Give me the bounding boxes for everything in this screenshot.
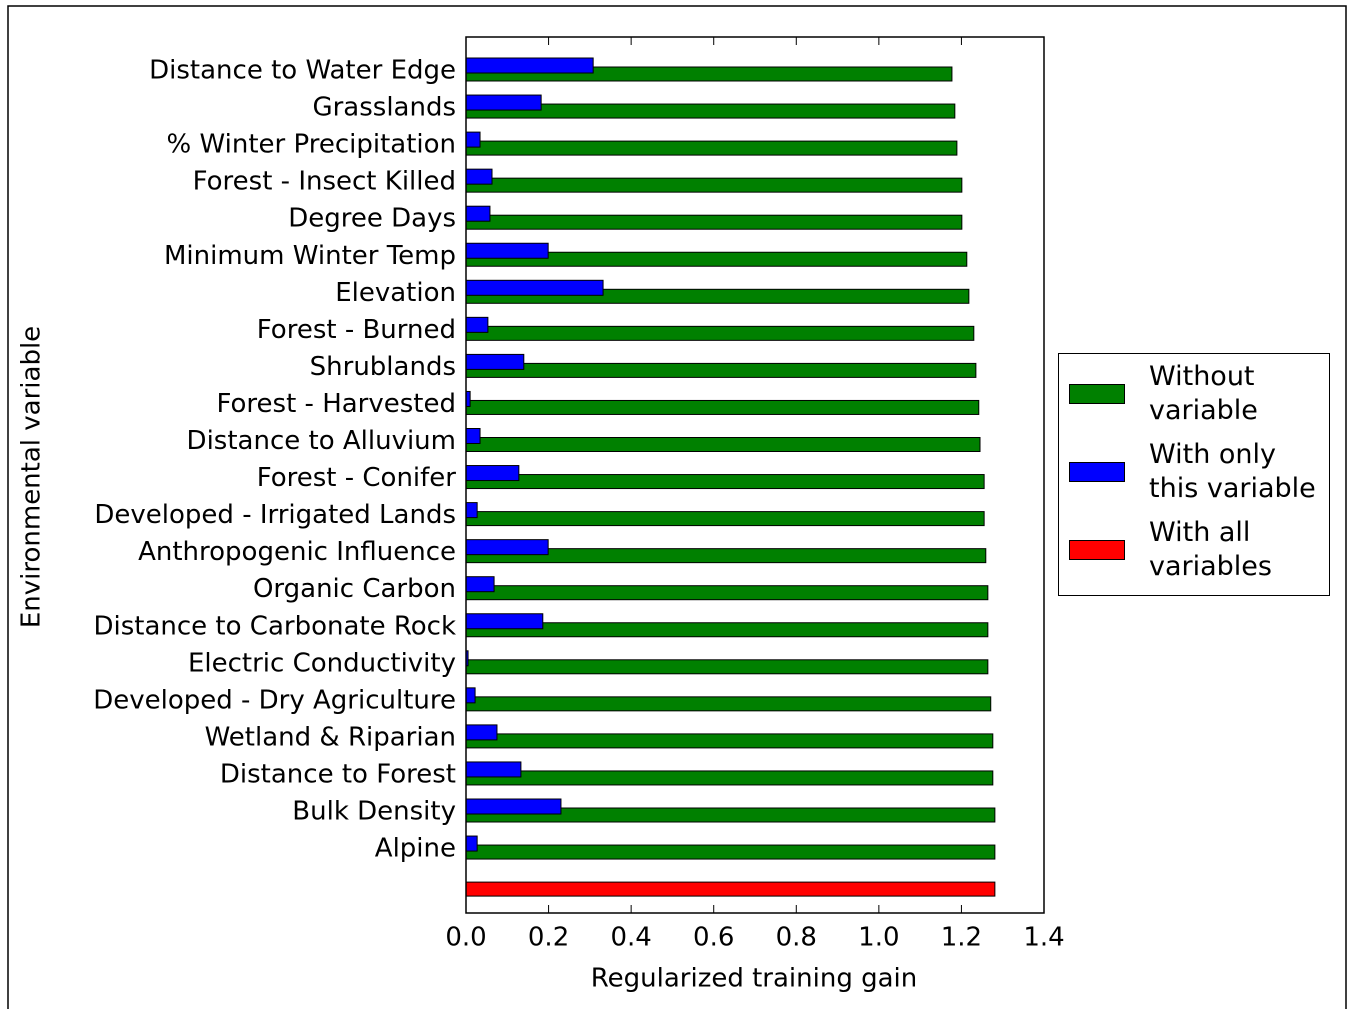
bar [465,687,476,704]
bar [465,733,994,749]
bar [465,353,525,370]
bar [465,177,963,193]
legend-swatch [1069,462,1125,482]
bar [465,57,594,74]
x-tick-label: 0.2 [528,923,569,953]
y-tick-label: Alpine [375,834,456,864]
y-tick-label: Distance to Carbonate Rock [93,611,456,641]
y-tick-label: Electric Conductivity [188,648,456,678]
y-tick-label: Wetland & Riparian [205,722,456,752]
bar [465,798,562,815]
bar [465,835,478,852]
bar [465,399,980,415]
y-axis-label: Environmental variable [17,326,47,628]
x-tick-label: 0.4 [610,923,651,953]
bar [465,622,989,638]
y-tick-label: Bulk Density [292,797,456,827]
bar [465,437,981,452]
y-tick-label: Developed - Dry Agriculture [93,685,456,715]
y-tick-label: Distance to Water Edge [149,56,456,86]
legend: Without variable With only this variable W… [1058,353,1330,596]
y-tick-label: Distance to Alluvium [187,426,456,456]
legend-swatch [1069,384,1125,404]
bar [465,696,992,712]
y-tick-label: Distance to Forest [220,759,456,789]
bar [465,465,520,482]
bar [465,205,491,222]
bar [465,881,996,897]
y-tick-label: Forest - Harvested [217,389,457,419]
plot-frame [465,36,1045,914]
bar [465,214,963,230]
y-tick-label: Elevation [335,278,456,308]
bar [465,539,549,556]
bar [465,131,481,148]
x-tick-label: 0.0 [445,923,486,953]
y-tick-label: Forest - Burned [257,315,456,345]
y-tick-label: Grasslands [312,93,456,123]
x-tick-label: 1.0 [858,923,899,953]
bar [465,502,478,519]
bar [465,242,549,259]
x-tick-label: 0.6 [693,923,734,953]
legend-item: With only this variable [1069,438,1329,506]
bar [465,613,544,630]
bar [465,761,522,778]
legend-label: With only this variable [1149,439,1316,504]
legend-label: Without variable [1149,361,1258,426]
bar [465,474,985,490]
bar [465,168,493,185]
x-tick-label: 0.8 [776,923,817,953]
bar [465,316,489,333]
legend-swatch [1069,540,1125,560]
bar [465,770,994,786]
x-tick-label: 1.2 [941,923,982,953]
legend-item: With all variables [1069,516,1329,584]
bar [465,511,985,527]
y-tick-label: Anthropogenic Influence [138,537,456,567]
bar [465,576,495,593]
x-axis-label: Regularized training gain [591,964,918,994]
bar [465,659,989,675]
bar [465,279,604,296]
bar [465,428,481,444]
frame [7,5,1347,1009]
legend-item: Without variable [1069,360,1329,428]
y-tick-label: Forest - Conifer [257,463,457,493]
bar [465,844,996,860]
bar [465,362,977,378]
bar [465,724,498,741]
bar [465,585,989,601]
y-tick-label: Organic Carbon [253,574,456,604]
x-tick-label: 1.4 [1023,923,1064,953]
y-tick-label: Forest - Insect Killed [193,167,456,197]
legend-label: With all variables [1149,517,1272,582]
y-tick-label: Minimum Winter Temp [164,241,456,271]
bar [465,94,542,111]
y-tick-label: Degree Days [288,204,456,234]
bar [465,325,975,341]
bar [465,140,958,156]
y-tick-label: Developed - Irrigated Lands [94,500,456,530]
y-tick-label: Shrublands [310,352,456,382]
y-tick-label: % Winter Precipitation [167,130,456,160]
